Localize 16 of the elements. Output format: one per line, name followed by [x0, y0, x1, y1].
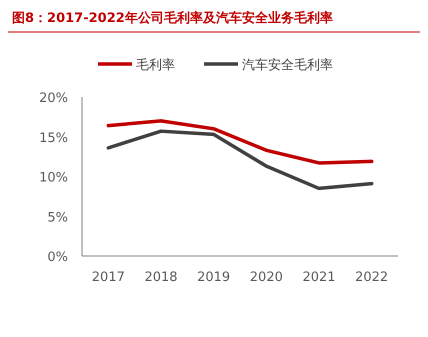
y-tick-label: 0% [47, 250, 68, 265]
x-tick-label: 2021 [302, 270, 336, 285]
x-tick-label: 2020 [250, 270, 283, 285]
legend-label: 毛利率 [136, 57, 175, 73]
y-tick-label: 20% [39, 91, 68, 106]
x-tick-label: 2022 [355, 270, 388, 285]
x-tick-label: 2018 [144, 270, 178, 285]
x-tick-label: 2019 [197, 270, 230, 285]
y-tick-label: 5% [47, 210, 68, 226]
line-series [106, 129, 374, 190]
x-tick-label: 2017 [92, 270, 125, 285]
y-tick-label: 15% [39, 130, 68, 146]
line-series [106, 119, 374, 165]
y-tick-label: 10% [39, 170, 68, 186]
legend-label: 汽车安全毛利率 [242, 57, 333, 73]
chart-title: 图8：2017-2022年公司毛利率及汽车安全业务毛利率 [12, 10, 333, 26]
